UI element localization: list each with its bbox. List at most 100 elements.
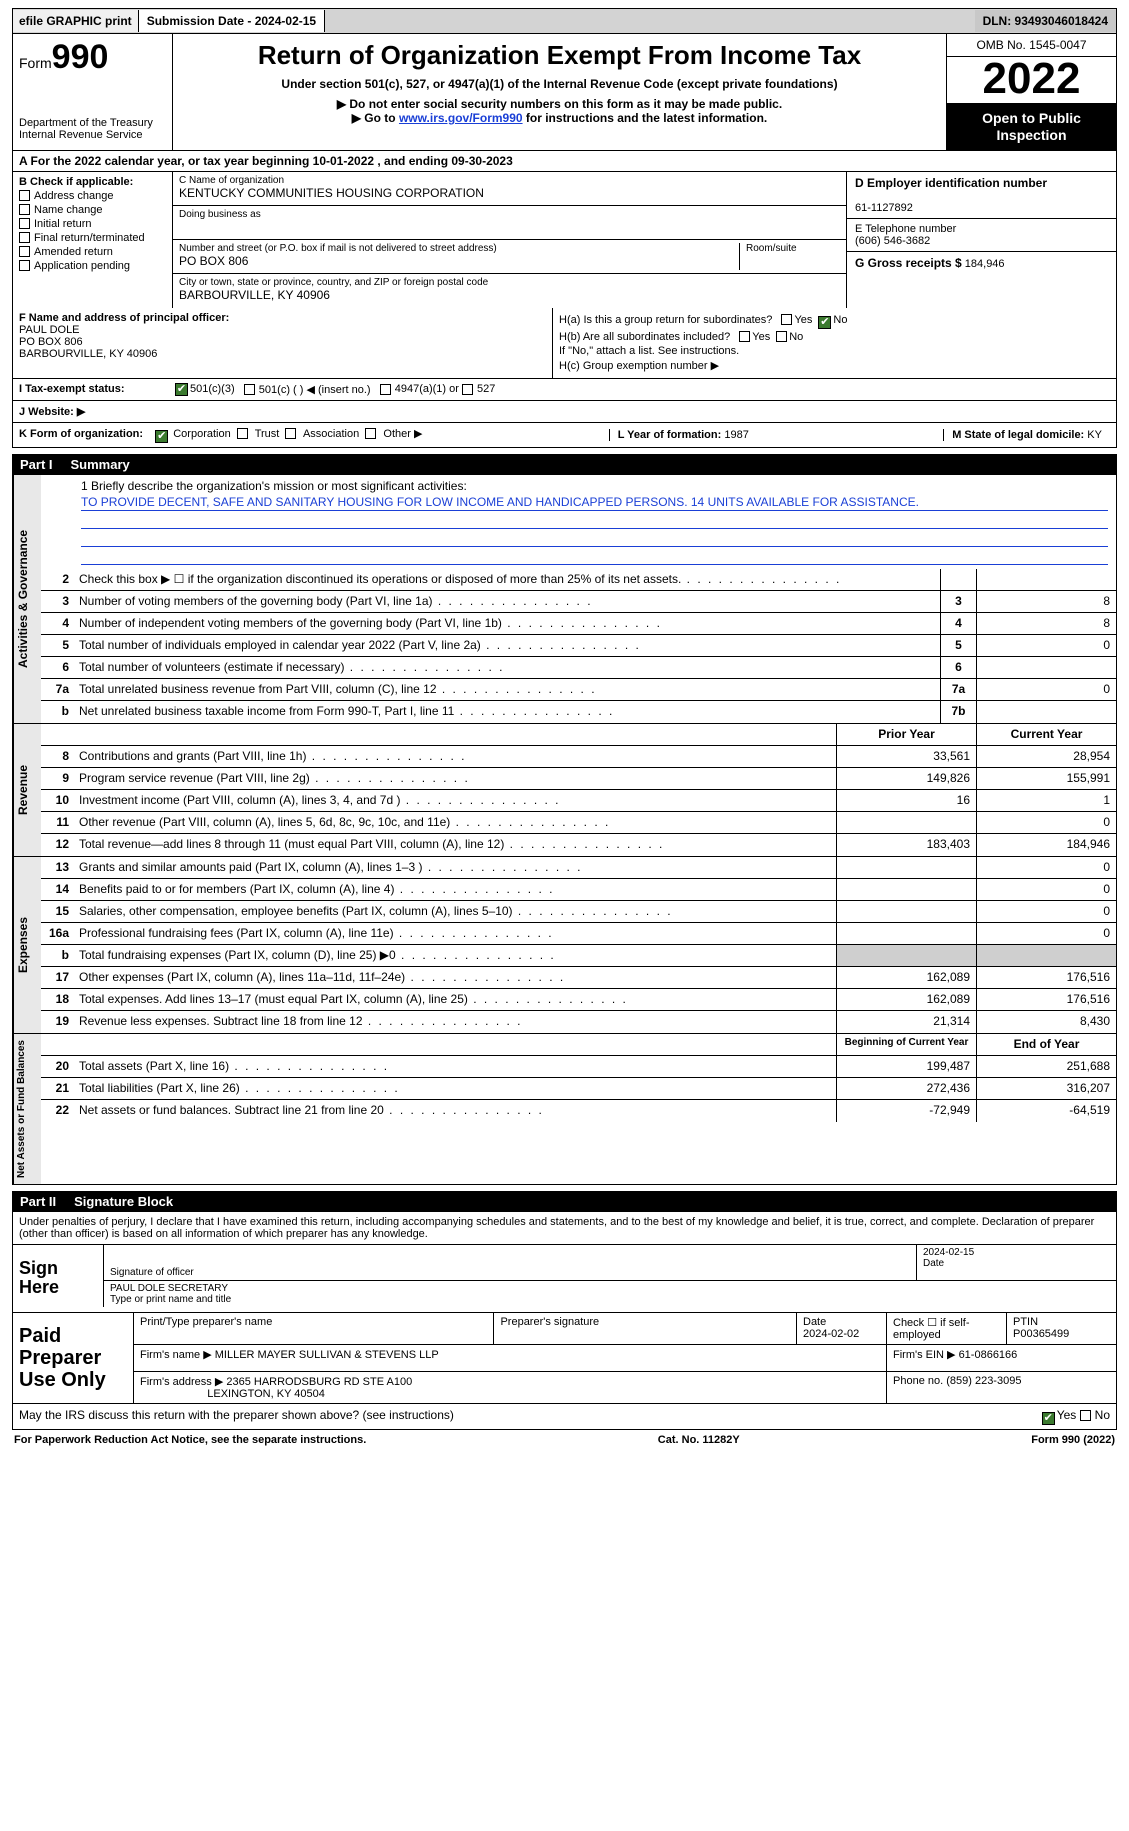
- discuss-yes-check[interactable]: ✔: [1042, 1412, 1055, 1425]
- officer-label: F Name and address of principal officer:: [19, 312, 229, 324]
- footer-right: Form 990 (2022): [1031, 1434, 1115, 1446]
- sub3-post: for instructions and the latest informat…: [523, 111, 768, 125]
- mission-text: TO PROVIDE DECENT, SAFE AND SANITARY HOU…: [81, 495, 1108, 511]
- k-label: K Form of organization:: [19, 428, 143, 440]
- col-d: D Employer identification number 61-1127…: [846, 172, 1116, 308]
- subtitle-1: Under section 501(c), 527, or 4947(a)(1)…: [181, 77, 938, 91]
- line-13: 13Grants and similar amounts paid (Part …: [41, 857, 1116, 879]
- row-fh: F Name and address of principal officer:…: [12, 308, 1117, 379]
- firm-ein: 61-0866166: [959, 1349, 1018, 1361]
- discuss-no-box[interactable]: [1080, 1410, 1091, 1421]
- discuss-row: May the IRS discuss this return with the…: [12, 1404, 1117, 1430]
- officer-signature[interactable]: Signature of officer: [103, 1245, 916, 1280]
- chk-initial-return[interactable]: Initial return: [19, 218, 166, 230]
- firm-addr: 2365 HARRODSBURG RD STE A100: [226, 1376, 412, 1388]
- other-box[interactable]: [365, 428, 376, 439]
- col-f: F Name and address of principal officer:…: [13, 308, 553, 378]
- prep-self-emp[interactable]: Check ☐ if self-employed: [893, 1317, 970, 1341]
- firm-city: LEXINGTON, KY 40504: [207, 1388, 325, 1400]
- prep-row-1: Print/Type preparer's name Preparer's si…: [133, 1313, 1116, 1345]
- sig-date-label: Date: [923, 1258, 944, 1269]
- dln-label: DLN: 93493046018424: [975, 10, 1116, 32]
- corp-check[interactable]: ✔: [155, 430, 168, 443]
- discuss-question: May the IRS discuss this return with the…: [19, 1408, 454, 1425]
- ha-row: H(a) Is this a group return for subordin…: [559, 314, 1110, 329]
- hb-no-box[interactable]: [776, 331, 787, 342]
- opt-501c: 501(c) ( ) ◀ (insert no.): [259, 383, 371, 396]
- line-b: bTotal fundraising expenses (Part IX, co…: [41, 945, 1116, 967]
- form-number: Form990: [19, 38, 166, 77]
- chk-final-return[interactable]: Final return/terminated: [19, 232, 166, 244]
- chk-amended[interactable]: Amended return: [19, 246, 166, 258]
- begin-year-hdr: Beginning of Current Year: [836, 1034, 976, 1055]
- chk-application-pending[interactable]: Application pending: [19, 260, 166, 272]
- hb-note: If "No," attach a list. See instructions…: [559, 345, 1110, 357]
- prep-sig-label: Preparer's signature: [500, 1316, 599, 1328]
- ha-no-check[interactable]: ✔: [818, 316, 831, 329]
- vtab-net: Net Assets or Fund Balances: [13, 1034, 41, 1184]
- line-19: 19Revenue less expenses. Subtract line 1…: [41, 1011, 1116, 1033]
- ein-value: 61-1127892: [855, 202, 913, 214]
- gross-label: G Gross receipts $: [855, 256, 962, 270]
- prior-year-hdr: Prior Year: [836, 724, 976, 745]
- vtab-expenses: Expenses: [13, 857, 41, 1033]
- tel-value: (606) 546-3682: [855, 235, 930, 247]
- org-name: KENTUCKY COMMUNITIES HOUSING CORPORATION: [179, 186, 840, 200]
- irs-link[interactable]: www.irs.gov/Form990: [399, 111, 523, 125]
- current-year-hdr: Current Year: [976, 724, 1116, 745]
- org-name-label: C Name of organization: [179, 175, 840, 186]
- 4947-box[interactable]: [380, 384, 391, 395]
- col-c: C Name of organization KENTUCKY COMMUNIT…: [173, 172, 846, 308]
- header-left: Form990 Department of the Treasury Inter…: [13, 34, 173, 150]
- trust-box[interactable]: [237, 428, 248, 439]
- form-title: Return of Organization Exempt From Incom…: [181, 40, 938, 71]
- exp-body: 13Grants and similar amounts paid (Part …: [41, 857, 1116, 1033]
- ein-row: D Employer identification number 61-1127…: [847, 172, 1116, 219]
- chk-name-change[interactable]: Name change: [19, 204, 166, 216]
- vtab-governance: Activities & Governance: [13, 475, 41, 723]
- name-label: Type or print name and title: [110, 1294, 231, 1305]
- firm-addr-label: Firm's address ▶: [140, 1376, 223, 1388]
- header-right: OMB No. 1545-0047 2022 Open to Public In…: [946, 34, 1116, 150]
- m-label: M State of legal domicile:: [952, 429, 1084, 441]
- 501c-box[interactable]: [244, 384, 255, 395]
- mission-line-4: [81, 549, 1108, 565]
- row-i: I Tax-exempt status: ✔ 501(c)(3) 501(c) …: [12, 379, 1117, 401]
- mission-line-3: [81, 531, 1108, 547]
- part-1-num: Part I: [20, 457, 71, 472]
- part-2-num: Part II: [20, 1194, 74, 1209]
- line-20: 20Total assets (Part X, line 16)199,4872…: [41, 1056, 1116, 1078]
- form-990-page: efile GRAPHIC print Submission Date - 20…: [0, 0, 1129, 1470]
- line-16a: 16aProfessional fundraising fees (Part I…: [41, 923, 1116, 945]
- footer-left: For Paperwork Reduction Act Notice, see …: [14, 1434, 366, 1446]
- header-mid: Return of Organization Exempt From Incom…: [173, 34, 946, 150]
- row-k: K Form of organization: ✔ Corporation Tr…: [12, 423, 1117, 448]
- ha-yes-box[interactable]: [781, 314, 792, 325]
- submission-date: Submission Date - 2024-02-15: [139, 10, 325, 32]
- hb-yes-box[interactable]: [739, 331, 750, 342]
- prep-date: 2024-02-02: [803, 1328, 859, 1340]
- line-3: 3Number of voting members of the governi…: [41, 591, 1116, 613]
- l-label: L Year of formation:: [618, 429, 722, 441]
- rev-header-row: Prior Year Current Year: [41, 724, 1116, 746]
- vtab-revenue: Revenue: [13, 724, 41, 856]
- k-section: K Form of organization: ✔ Corporation Tr…: [19, 427, 422, 443]
- declaration-text: Under penalties of perjury, I declare th…: [13, 1212, 1116, 1244]
- chk-address-change[interactable]: Address change: [19, 190, 166, 202]
- line-6: 6Total number of volunteers (estimate if…: [41, 657, 1116, 679]
- sign-here-label: Sign Here: [13, 1245, 103, 1313]
- firm-name-label: Firm's name ▶: [140, 1349, 212, 1361]
- line-2: 2Check this box ▶ ☐ if the organization …: [41, 569, 1116, 591]
- rev-body: Prior Year Current Year 8Contributions a…: [41, 724, 1116, 856]
- summary-revenue: Revenue Prior Year Current Year 8Contrib…: [12, 724, 1117, 857]
- assoc-box[interactable]: [285, 428, 296, 439]
- part-1-title: Summary: [71, 457, 130, 472]
- 527-box[interactable]: [462, 384, 473, 395]
- line-15: 15Salaries, other compensation, employee…: [41, 901, 1116, 923]
- line-b: bNet unrelated business taxable income f…: [41, 701, 1116, 723]
- sign-here-row: Sign Here Signature of officer 2024-02-1…: [13, 1244, 1116, 1313]
- 501c3-check[interactable]: ✔: [175, 383, 188, 396]
- summary-net-assets: Net Assets or Fund Balances Beginning of…: [12, 1034, 1117, 1185]
- gross-row: G Gross receipts $ 184,946: [847, 252, 1116, 274]
- address-row: Number and street (or P.O. box if mail i…: [173, 240, 846, 274]
